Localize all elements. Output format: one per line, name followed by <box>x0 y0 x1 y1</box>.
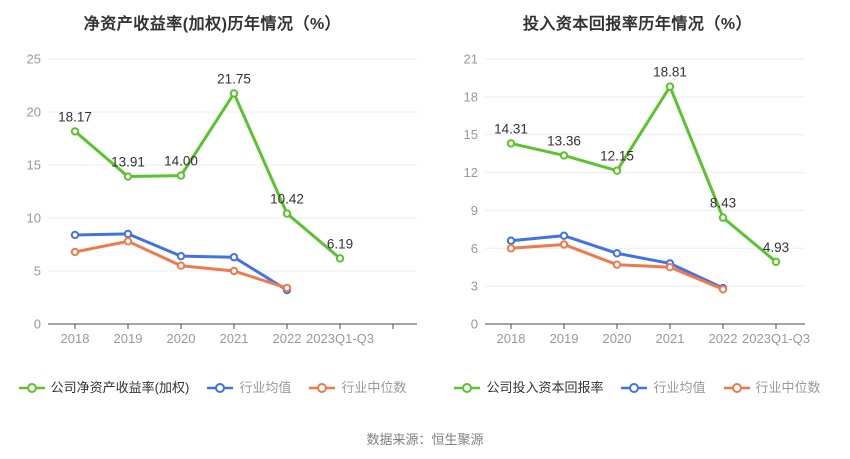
roe-chart-panel: 净资产收益率(加权)历年情况（%） 0 5 10 15 20 25 2018 2019 2020… <box>0 0 425 420</box>
legend-line-marker-icon <box>18 383 45 393</box>
data-point-marker <box>229 89 239 98</box>
x-axis-category-label: 2021 <box>220 331 249 346</box>
roic-chart-panel: 投入资本回报率历年情况（%） 0 3 6 9 12 15 18 21 2018 2019 2020 2… <box>425 0 850 420</box>
data-point-label: 4.93 <box>763 240 789 255</box>
x-axis-category-label: 2019 <box>114 331 143 346</box>
y-axis-tick-label: 18 <box>464 89 478 104</box>
roic-line-chart-canvas: 0 3 6 9 12 15 18 21 2018 2019 2020 2021 2022 2023Q1-Q… <box>464 52 810 347</box>
data-point-marker <box>282 283 292 293</box>
data-point-label: 13.36 <box>547 133 581 148</box>
data-point-marker <box>176 171 186 180</box>
x-axis-category-label: 2022 <box>709 331 738 346</box>
legend-item-industry-mean[interactable]: 行业均值 <box>207 381 291 395</box>
data-point-marker <box>123 172 133 181</box>
data-point-marker <box>506 236 516 245</box>
data-point-marker <box>771 257 781 266</box>
data-point-marker <box>559 231 569 240</box>
data-point-marker <box>282 209 292 218</box>
legend-item-company[interactable]: 公司净资产收益率(加权) <box>18 380 190 395</box>
legend-item-industry-median[interactable]: 行业中位数 <box>723 380 821 395</box>
legend-label: 公司净资产收益率(加权) <box>50 380 190 395</box>
y-axis-tick-label: 15 <box>27 158 41 173</box>
x-axis-category-label: 2022 <box>273 331 302 346</box>
y-axis-tick-label: 0 <box>471 317 478 332</box>
data-point-marker <box>229 253 239 262</box>
legend-item-industry-median[interactable]: 行业中位数 <box>309 381 406 395</box>
legend-item-company[interactable]: 公司投入资本回报率 <box>454 381 603 395</box>
x-axis-category-label: 2023Q1-Q3 <box>306 331 374 346</box>
roe-line-chart-canvas: 0 5 10 15 20 25 2018 2019 2020 2021 2022 2023Q1-Q3 1… <box>27 52 417 346</box>
data-point-marker <box>559 240 569 249</box>
y-axis-tick-label: 9 <box>471 203 478 218</box>
legend-line-marker-icon <box>207 383 234 393</box>
x-axis-category-label: 2020 <box>167 331 196 346</box>
roic-chart-title: 投入资本回报率历年情况（%） <box>522 16 753 33</box>
legend-line-marker-icon <box>723 383 750 393</box>
x-axis-category-label: 2021 <box>656 331 685 346</box>
y-axis-tick-label: 15 <box>464 127 478 142</box>
data-point-marker <box>123 237 133 246</box>
data-point-label: 14.31 <box>494 121 528 136</box>
data-point-marker <box>70 230 80 240</box>
data-point-label: 8.43 <box>710 196 736 211</box>
data-point-label: 13.91 <box>111 155 145 170</box>
x-axis-category-label: 2020 <box>603 331 632 346</box>
y-axis-tick-label: 20 <box>27 105 41 120</box>
y-axis-tick-label: 21 <box>464 52 478 67</box>
x-axis-category-label: 2018 <box>497 331 526 346</box>
legend-label: 行业中位数 <box>341 380 407 395</box>
y-axis-tick-label: 12 <box>464 165 478 180</box>
legend-label: 行业均值 <box>239 380 292 395</box>
data-point-marker <box>176 261 186 270</box>
series-line <box>509 85 778 264</box>
legend-label: 行业中位数 <box>755 380 821 395</box>
x-axis-category-label: 2023Q1-Q3 <box>742 331 810 346</box>
data-point-marker <box>718 213 728 222</box>
y-axis-tick-label: 10 <box>27 211 41 226</box>
data-point-marker <box>665 82 675 91</box>
y-axis-tick-label: 0 <box>34 317 41 332</box>
y-axis-tick-label: 5 <box>34 264 41 279</box>
chart-legend: 公司净资产收益率(加权) 行业均值 行业中位数 <box>0 381 425 395</box>
data-point-marker <box>70 247 80 257</box>
data-point-marker <box>665 263 675 272</box>
legend-item-industry-mean[interactable]: 行业均值 <box>621 380 706 395</box>
legend-label: 公司投入资本回报率 <box>486 380 604 395</box>
series-line <box>73 91 342 260</box>
y-axis-tick-label: 25 <box>27 52 41 67</box>
data-point-marker <box>506 244 516 253</box>
roe-chart-title: 净资产收益率(加权)历年情况（%） <box>83 16 342 33</box>
data-point-label: 10.42 <box>270 192 304 207</box>
data-point-marker <box>612 260 622 269</box>
data-point-marker <box>335 254 345 263</box>
data-point-label: 12.15 <box>600 149 634 164</box>
x-axis-category-label: 2018 <box>61 331 90 346</box>
data-point-marker <box>70 127 80 136</box>
data-point-marker <box>559 151 569 160</box>
data-point-label: 21.75 <box>217 71 251 86</box>
data-point-marker <box>718 285 728 294</box>
data-point-marker <box>612 166 622 175</box>
data-point-marker <box>176 251 186 261</box>
data-point-label: 18.81 <box>653 65 687 80</box>
x-axis-category-label: 2019 <box>550 331 579 346</box>
chart-legend: 公司投入资本回报率 行业均值 行业中位数 <box>425 381 850 395</box>
data-point-marker <box>612 249 622 258</box>
legend-line-marker-icon <box>309 383 336 393</box>
legend-line-marker-icon <box>454 383 481 393</box>
data-point-marker <box>229 266 239 276</box>
legend-line-marker-icon <box>621 383 648 393</box>
data-point-label: 18.17 <box>58 109 92 124</box>
data-point-label: 14.00 <box>164 154 198 169</box>
data-point-marker <box>123 229 133 239</box>
data-point-label: 6.19 <box>327 236 353 251</box>
legend-label: 行业均值 <box>653 380 706 395</box>
y-axis-tick-label: 6 <box>471 241 478 256</box>
y-axis-tick-label: 3 <box>471 279 478 294</box>
data-point-marker <box>506 139 516 148</box>
data-source-note: 数据来源：恒生聚源 <box>366 432 484 447</box>
